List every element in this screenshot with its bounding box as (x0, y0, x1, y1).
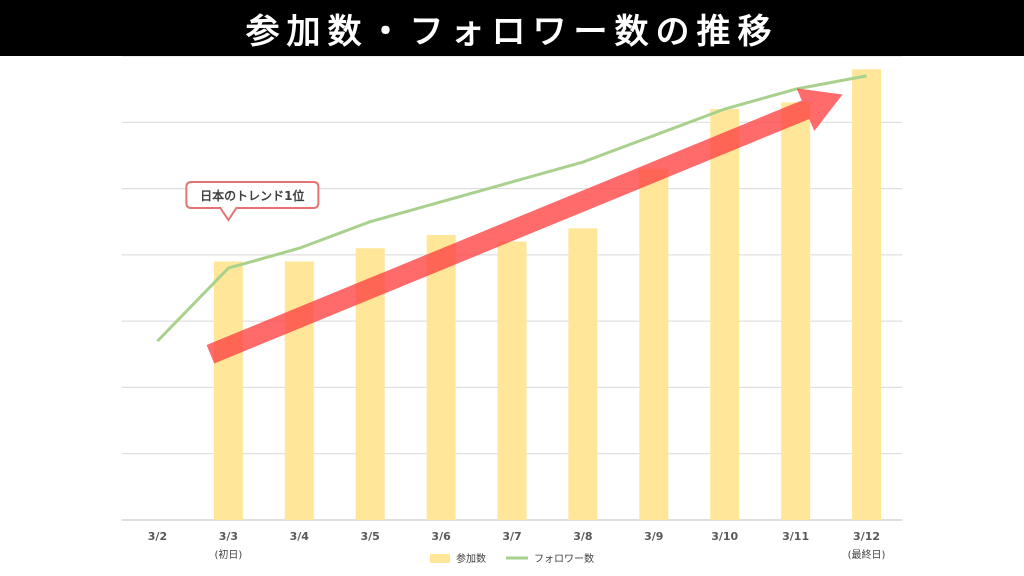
bar-3/11 (781, 102, 811, 521)
bar-3/10 (710, 109, 740, 521)
x-tick-label: 3/7 (502, 530, 521, 543)
bar-3/7 (497, 241, 527, 520)
bar-3/4 (284, 261, 314, 520)
legend-label-followers: フォロワー数 (534, 552, 594, 565)
x-tick-label: 3/8 (573, 530, 592, 543)
x-tick-label: 3/11 (782, 530, 809, 543)
callout-text: 日本のトレンド1位 (200, 188, 304, 203)
callout-box (185, 181, 320, 222)
bar-3/8 (568, 228, 598, 521)
legend: 参加数 フォロワー数 (430, 552, 594, 565)
bar-3/6 (426, 234, 456, 520)
x-tick-label: 3/12 (853, 530, 880, 543)
x-tick-label: 3/6 (431, 530, 451, 543)
callout: 日本のトレンド1位 (185, 181, 320, 222)
legend-swatch-participants (430, 554, 450, 563)
bar-3/3 (213, 261, 243, 520)
page-title: 参加数・フォロワー数の推移 (245, 11, 779, 52)
x-tick-label: 3/2 (148, 530, 167, 543)
x-tick-sublabel: (初日) (214, 548, 242, 561)
legend-label-participants: 参加数 (456, 552, 486, 565)
bar-3/12 (852, 69, 882, 520)
bar-series (213, 69, 882, 521)
bar-3/9 (639, 168, 669, 520)
x-tick-label: 3/3 (219, 530, 238, 543)
trend-arrow (206, 88, 843, 364)
x-tick-label: 3/4 (290, 530, 310, 543)
title-bar: 参加数・フォロワー数の推移 (0, 0, 1024, 56)
followers-line (156, 74, 867, 343)
x-tick-label: 3/9 (644, 530, 663, 543)
x-axis: 3/2 3/3 (初日) 3/4 3/5 3/6 3/7 3/8 3/9 3/10 3/11 3/12… (148, 530, 886, 561)
chart: 日本のトレンド1位 3/2 3/3(初日)3/4 3/5 3/6 3/7 3/8 3/9 3/… (122, 56, 902, 565)
x-tick-label: 3/10 (711, 530, 738, 543)
x-tick-label: 3/5 (361, 530, 380, 543)
trend-arrow-shape (206, 88, 843, 364)
line-series (156, 74, 867, 343)
x-tick-sublabel: (最終日) (848, 548, 886, 561)
